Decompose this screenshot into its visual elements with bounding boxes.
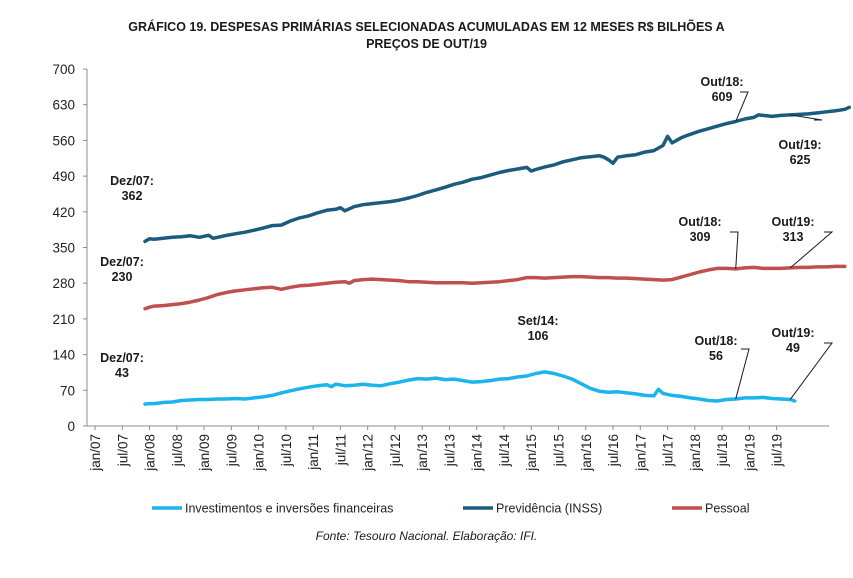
legend-label: Previdência (INSS) xyxy=(496,502,602,516)
x-tick-label: jul/16 xyxy=(606,434,621,467)
legend-item-investimentos: Investimentos e inversões financeiras xyxy=(152,502,393,516)
y-tick-label: 630 xyxy=(52,98,75,113)
annotation-pessoal-3: Dez/07:230 xyxy=(100,255,144,284)
x-tick-label: jul/14 xyxy=(497,434,512,468)
y-tick-label: 560 xyxy=(52,133,75,148)
annotation-label: 49 xyxy=(786,341,800,355)
y-tick-label: 210 xyxy=(52,312,75,327)
x-tick-label: jan/16 xyxy=(579,434,594,472)
annotation-label: 625 xyxy=(790,153,811,167)
annotation-label: 230 xyxy=(112,270,133,284)
annotation-previdencia-2: Out/19:625 xyxy=(778,114,823,167)
annotation-leader-line xyxy=(735,91,749,122)
annotation-investimentos-6: Dez/07:43 xyxy=(100,351,144,380)
annotation-previdencia-1: Out/18:609 xyxy=(700,75,749,122)
annotation-label: Out/19: xyxy=(778,138,821,152)
annotation-label: Dez/07: xyxy=(100,255,144,269)
annotation-label: 43 xyxy=(115,366,129,380)
series-lines xyxy=(143,105,852,406)
y-tick-label: 0 xyxy=(67,419,75,434)
x-tick-label: jan/09 xyxy=(197,434,212,472)
annotation-label: Out/19: xyxy=(771,326,814,340)
x-tick-label: jul/15 xyxy=(552,434,567,467)
axes: 0 70 140 210 280 350 420 490 560 630 700 jan/07 jul/… xyxy=(52,62,829,472)
annotation-label: Out/19: xyxy=(771,215,814,229)
annotation-pessoal-4: Out/18:309 xyxy=(678,215,739,269)
y-tick-label: 420 xyxy=(52,205,75,220)
x-tick-label: jul/19 xyxy=(770,434,785,467)
annotation-previdencia-0: Dez/07:362 xyxy=(110,174,154,203)
annotation-label: 313 xyxy=(783,230,804,244)
x-tick-label: jan/13 xyxy=(415,434,430,472)
x-tick-label: jan/14 xyxy=(470,434,485,472)
annotation-label: 362 xyxy=(122,189,143,203)
annotation-leader-line xyxy=(789,342,833,400)
annotation-pessoal-5: Out/19:313 xyxy=(771,215,834,269)
series-line-previdencia xyxy=(143,105,852,244)
annotations: Dez/07:362Out/18:609Out/19:625Dez/07:230… xyxy=(100,75,834,400)
y-tick-label: 490 xyxy=(52,169,75,184)
legend-label: Pessoal xyxy=(705,502,749,516)
x-tick-label: jul/18 xyxy=(715,434,730,467)
annotation-label: Out/18: xyxy=(694,334,737,348)
chart-title: GRÁFICO 19. DESPESAS PRIMÁRIAS SELECIONA… xyxy=(0,19,853,53)
x-tick-label: jul/09 xyxy=(224,434,239,467)
y-tick-label: 700 xyxy=(52,62,75,77)
chart-title-line-2: PREÇOS DE OUT/19 xyxy=(366,37,487,51)
annotation-investimentos-7: Set/14:106 xyxy=(518,314,559,343)
annotation-label: Out/18: xyxy=(700,75,743,89)
y-tick-label: 350 xyxy=(52,241,75,256)
annotation-label: 56 xyxy=(709,349,723,363)
annotation-investimentos-9: Out/19:49 xyxy=(771,326,833,400)
legend: Investimentos e inversões financeiras Pre… xyxy=(152,502,749,516)
x-tick-label: jul/11 xyxy=(333,434,348,466)
y-tick-label: 70 xyxy=(60,383,75,398)
annotation-leader-line xyxy=(790,114,823,121)
legend-item-previdencia: Previdência (INSS) xyxy=(463,502,602,516)
series-line-investimentos xyxy=(143,370,797,406)
x-tick-label: jan/17 xyxy=(633,434,648,472)
annotation-label: Set/14: xyxy=(518,314,559,328)
x-tick-label: jan/19 xyxy=(742,434,757,472)
series-line-pessoal xyxy=(143,264,847,311)
chart-title-line-1: GRÁFICO 19. DESPESAS PRIMÁRIAS SELECIONA… xyxy=(128,20,725,34)
annotation-label: 609 xyxy=(712,90,733,104)
x-tick-label: jan/15 xyxy=(524,434,539,472)
x-tick-label: jul/10 xyxy=(279,434,294,467)
x-tick-label: jan/10 xyxy=(252,434,267,472)
x-tick-label: jan/12 xyxy=(361,434,376,472)
legend-item-pessoal: Pessoal xyxy=(672,502,749,516)
x-tick-label: jul/13 xyxy=(442,434,457,467)
x-tick-label: jan/08 xyxy=(143,434,158,472)
annotation-investimentos-8: Out/18:56 xyxy=(694,334,750,400)
x-tick-label: jul/17 xyxy=(661,434,676,467)
x-tick-label: jan/07 xyxy=(88,434,103,472)
annotation-leader-line xyxy=(789,231,834,269)
x-tick-label: jan/11 xyxy=(306,434,321,471)
annotation-label: 309 xyxy=(690,230,711,244)
annotation-label: Dez/07: xyxy=(110,174,154,188)
annotation-label: Dez/07: xyxy=(100,351,144,365)
x-tick-label: jul/12 xyxy=(388,434,403,467)
annotation-leader-line xyxy=(730,231,739,269)
x-tick-label: jul/07 xyxy=(115,434,130,467)
x-tick-label: jul/08 xyxy=(170,434,185,467)
y-tick-label: 140 xyxy=(52,348,75,363)
annotation-label: Out/18: xyxy=(678,215,721,229)
legend-label: Investimentos e inversões financeiras xyxy=(185,502,393,516)
y-tick-label: 280 xyxy=(52,276,75,291)
annotation-label: 106 xyxy=(528,329,549,343)
annotation-leader-line xyxy=(735,348,750,400)
x-tick-label: jan/18 xyxy=(688,434,703,472)
source-note: Fonte: Tesouro Nacional. Elaboração: IFI… xyxy=(315,529,538,543)
